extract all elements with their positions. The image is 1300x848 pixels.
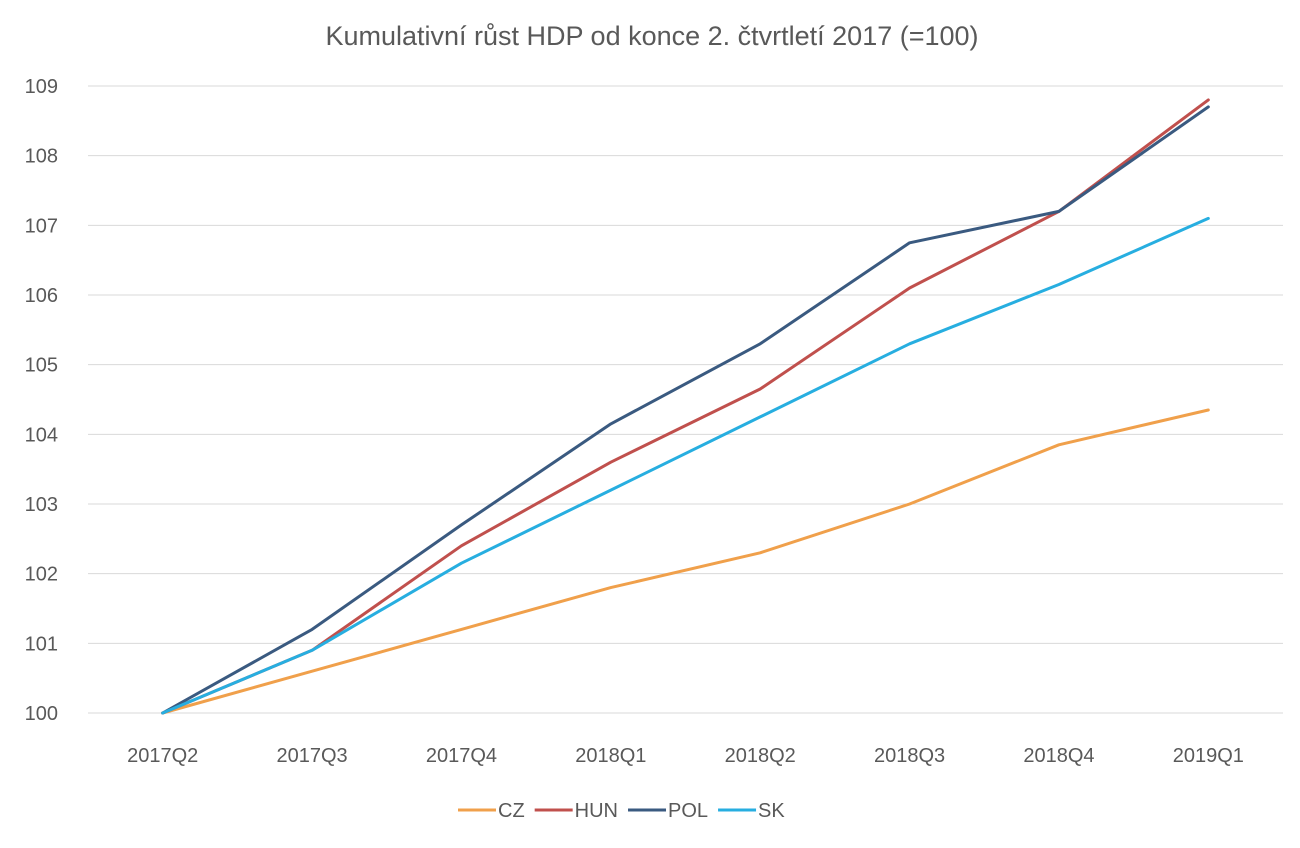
series-line-cz (161, 408, 1210, 715)
chart-title: Kumulativní růst HDP od konce 2. čtvrtle… (325, 21, 978, 51)
y-tick-label: 107 (25, 215, 58, 237)
x-tick-label: 2017Q3 (276, 745, 347, 767)
x-tick-label: 2018Q1 (575, 745, 646, 767)
legend-item-cz: CZ (458, 800, 525, 822)
x-tick-label: 2018Q4 (1023, 745, 1094, 767)
legend: CZ HUN POL SK (458, 800, 785, 822)
legend-item-hun: HUN (534, 800, 618, 822)
legend-label: CZ (498, 800, 525, 822)
legend-item-sk: SK (718, 800, 785, 822)
x-tick-label: 2017Q2 (127, 745, 198, 767)
series-line-hun (161, 98, 1210, 715)
x-tick-label: 2018Q2 (725, 745, 796, 767)
legend-label: POL (668, 800, 708, 822)
x-axis-tick-labels: 2017Q2 2017Q3 2017Q4 2018Q1 2018Q2 2018Q3 2018… (127, 745, 1244, 767)
y-tick-label: 100 (25, 703, 58, 725)
y-tick-label: 102 (25, 564, 58, 586)
legend-label: HUN (575, 800, 618, 822)
y-axis-tick-labels: 100 101 102 103 104 105 106 107 108 109 (25, 76, 58, 725)
legend-label: SK (758, 800, 785, 822)
x-tick-label: 2017Q4 (426, 745, 497, 767)
y-tick-label: 106 (25, 285, 58, 307)
series-lines (161, 98, 1210, 715)
legend-item-pol: POL (628, 800, 708, 822)
y-tick-label: 101 (25, 633, 58, 655)
x-tick-label: 2019Q1 (1173, 745, 1244, 767)
y-tick-label: 105 (25, 355, 58, 377)
y-tick-label: 103 (25, 494, 58, 516)
series-line-sk (161, 216, 1210, 715)
y-tick-label: 104 (25, 424, 58, 446)
y-tick-label: 109 (25, 76, 58, 98)
series-line-pol (161, 105, 1210, 715)
x-tick-label: 2018Q3 (874, 745, 945, 767)
y-tick-label: 108 (25, 146, 58, 168)
